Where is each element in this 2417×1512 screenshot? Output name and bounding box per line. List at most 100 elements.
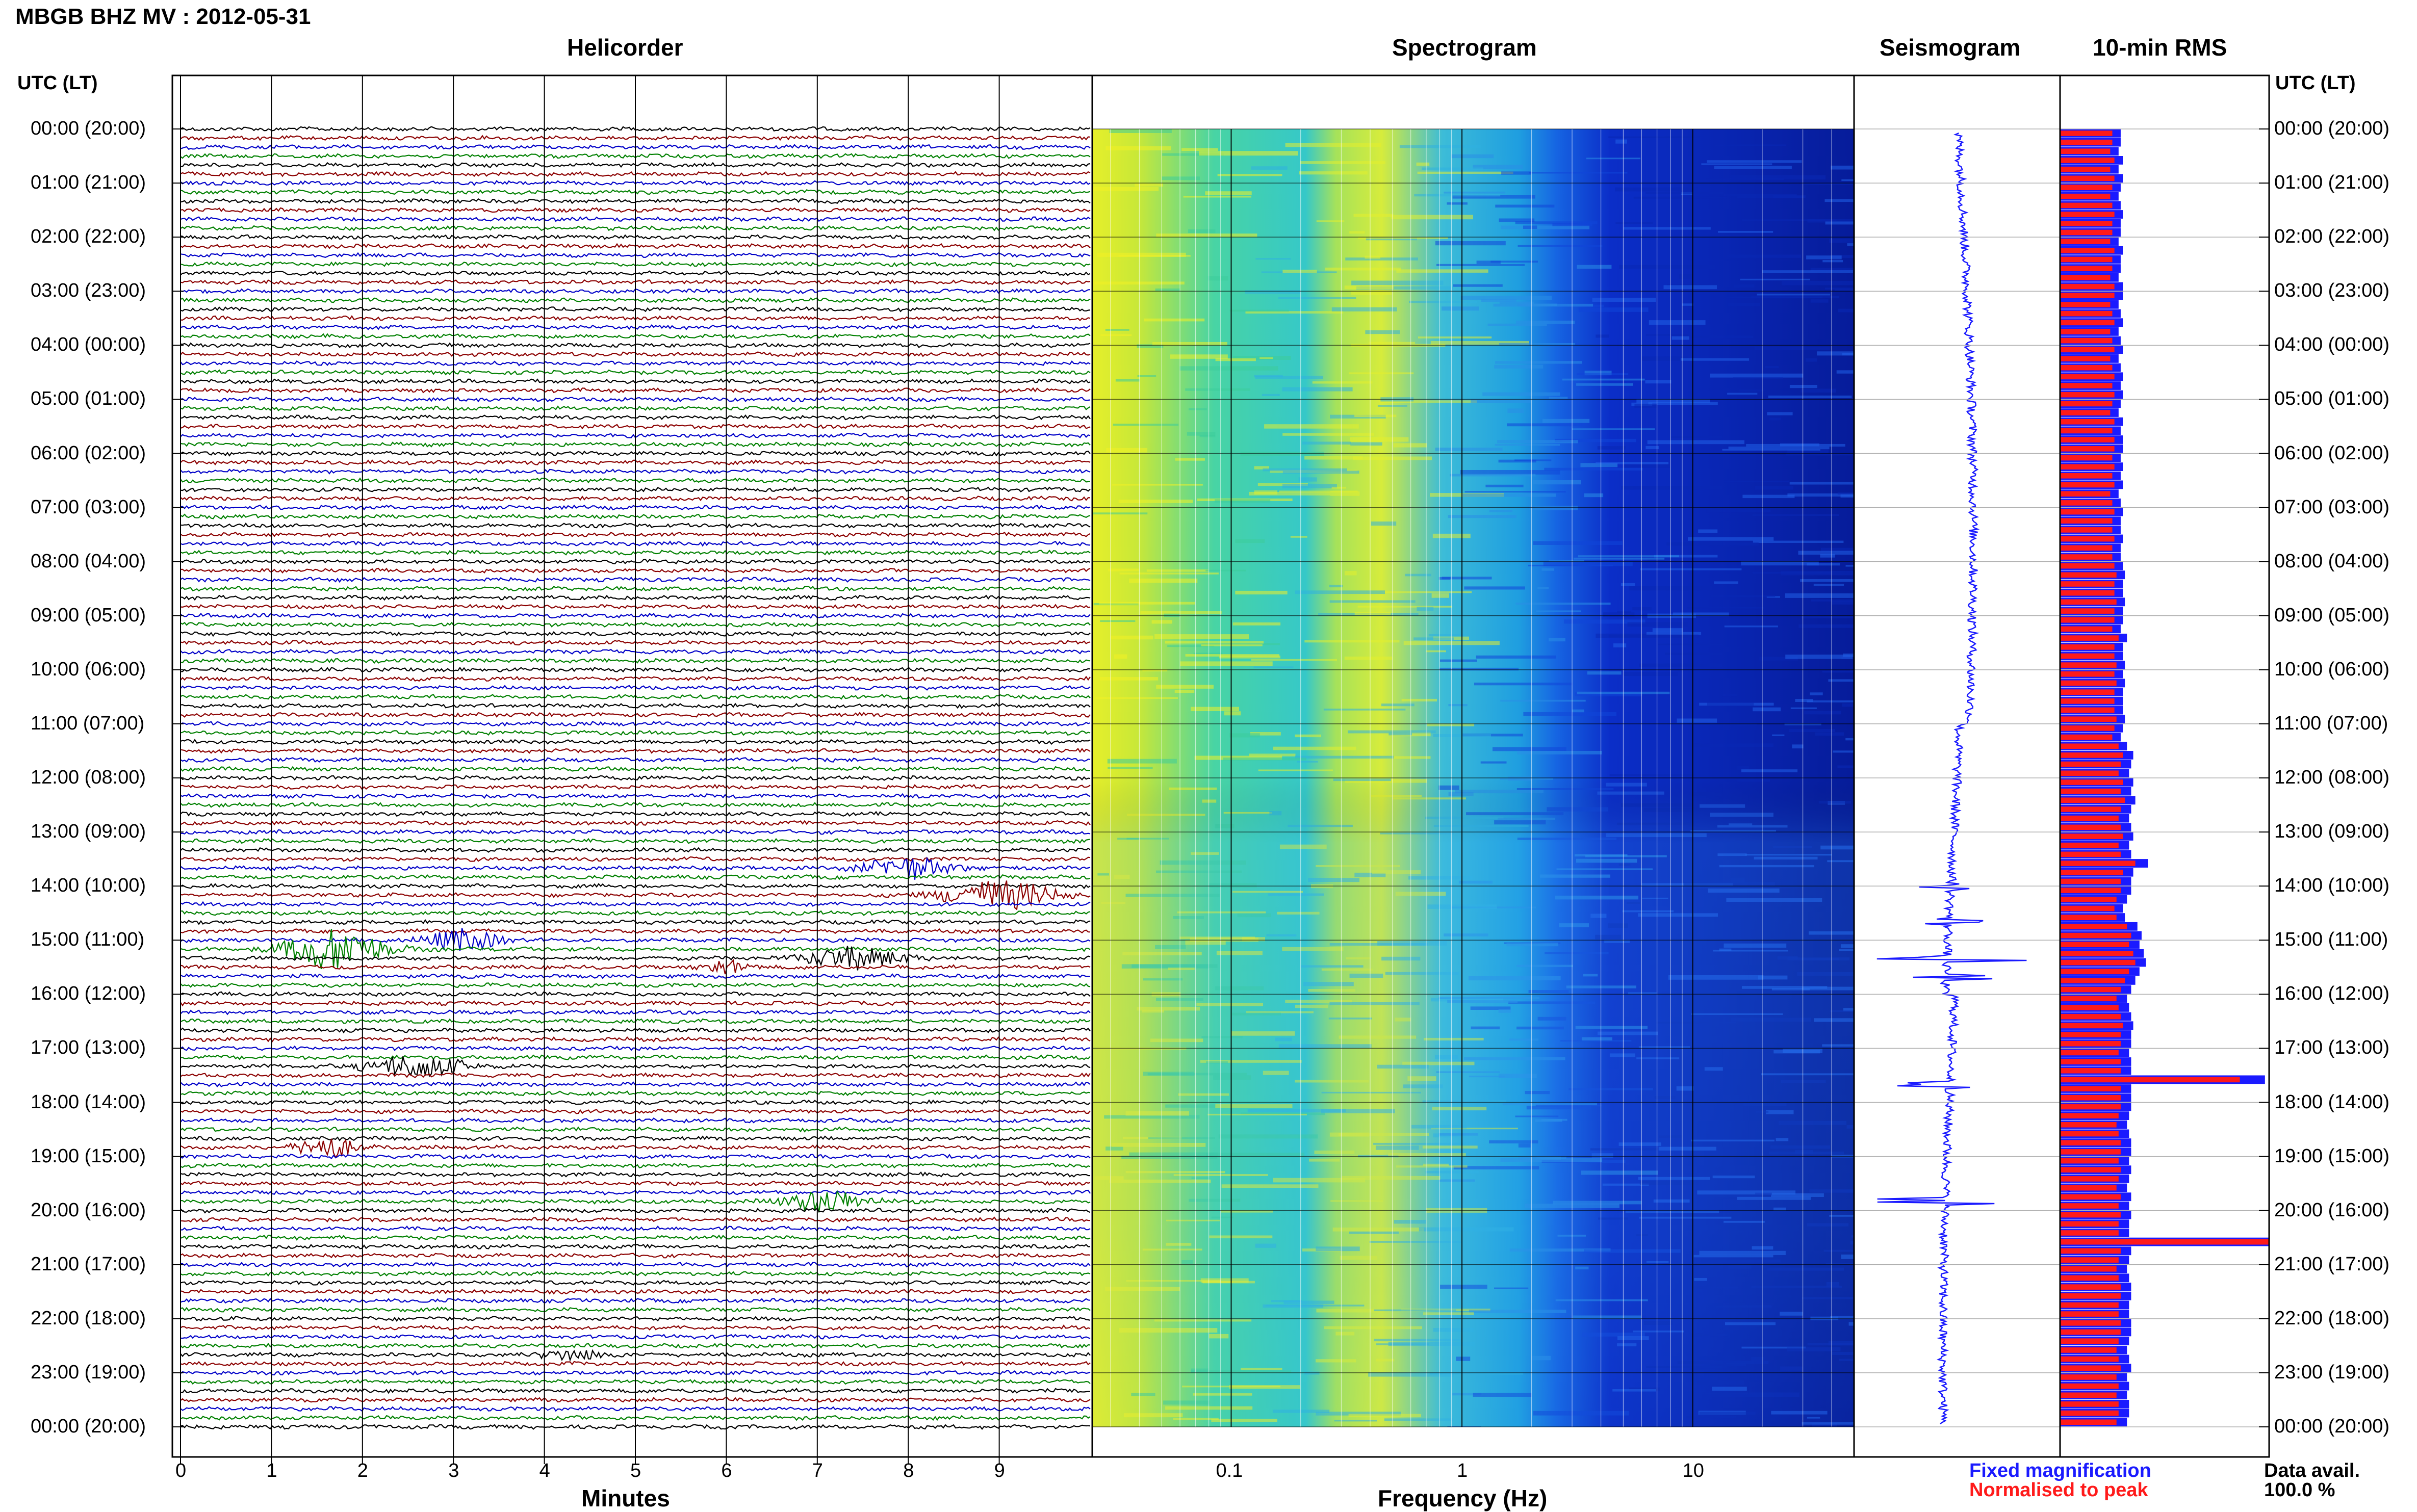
right-time-label: 00:00 (20:00) [2274,1416,2390,1437]
rms-bar-normalised [2060,491,2111,497]
rms-bar-normalised [2060,554,2113,560]
helicorder-header: Helicorder [567,34,683,61]
rms-bar-normalised [2060,1320,2121,1326]
rms-bar-normalised [2060,148,2111,154]
left-time-label: 19:00 (15:00) [31,1145,146,1167]
rms-bar-normalised [2060,1266,2117,1272]
right-time-label: 07:00 (03:00) [2274,496,2390,518]
rms-bar-normalised [2060,193,2111,199]
data-avail-label: Data avail. [2264,1460,2360,1481]
rms-bar-normalised [2060,851,2121,857]
seismogram-trace [1876,132,2027,1425]
rms-bar-normalised [2060,275,2111,280]
right-time-label: 09:00 (05:00) [2274,604,2390,626]
panel-frames [171,74,2270,1464]
rms-bar-normalised [2060,401,2113,407]
left-time-label: 21:00 (17:00) [31,1253,146,1275]
rms-bar-normalised [2060,1347,2117,1353]
rms-bar-normalised [2060,536,2115,542]
right-time-label: 16:00 (12:00) [2274,983,2390,1005]
rms-bar-normalised [2060,302,2111,307]
rms-bar-normalised [2060,1113,2119,1118]
rms-bar-normalised [2060,1013,2121,1020]
right-time-label: 22:00 (18:00) [2274,1307,2390,1329]
rms-bar-normalised [2060,806,2121,812]
minutes-tick-label: 1 [266,1460,277,1481]
legend-normalised: Normalised to peak [1969,1479,2148,1501]
rms-bar-normalised [2060,1374,2117,1380]
rms-bar-normalised [2060,770,2119,776]
left-time-label: 09:00 (05:00) [31,604,146,626]
rms-bar-normalised [2060,1293,2121,1299]
minutes-tick-label: 3 [448,1460,459,1481]
rms-bar-normalised [2060,1050,2119,1056]
rms-bar-normalised [2060,951,2133,956]
left-time-label: 20:00 (16:00) [31,1199,146,1221]
rms-bar-normalised [2060,779,2123,785]
rms-bar-normalised [2060,590,2115,596]
rms-bar-normalised [2060,320,2115,326]
rms-bar-normalised [2060,1275,2119,1281]
left-time-label: 15:00 (11:00) [31,929,145,951]
rms-bar-normalised [2060,131,2113,136]
rms-bar-normalised [2060,337,2113,344]
left-time-label: 00:00 (20:00) [31,1416,146,1437]
frequency-tick-label: 10 [1682,1460,1704,1481]
legend-fixed: Fixed magnification [1969,1460,2151,1481]
rms-bar-normalised [2060,383,2113,388]
rms-bar-normalised [2060,221,2113,226]
right-time-label: 10:00 (06:00) [2274,658,2390,680]
rms-bar-normalised [2060,572,2117,578]
page-title: MBGB BHZ MV : 2012-05-31 [15,4,311,29]
right-time-label: 19:00 (15:00) [2274,1145,2390,1167]
rms-bar-normalised [2060,419,2115,425]
rms-bar-normalised [2060,310,2113,317]
rms-bar-normalised [2060,752,2123,758]
right-axis-title: UTC (LT) [2275,72,2356,94]
rms-bar-normalised [2060,1068,2121,1074]
rms-bar-normalised [2060,644,2115,650]
rms-bar-normalised [2060,1104,2121,1110]
panel-frame [1853,74,2061,1458]
right-time-label: 12:00 (08:00) [2274,767,2390,788]
rms-bar-normalised [2060,185,2113,190]
left-time-label: 02:00 (22:00) [31,226,146,248]
right-time-label: 11:00 (07:00) [2274,712,2388,734]
rms-bar-normalised [2060,1284,2121,1290]
time-gridlines [172,128,2269,1427]
rms-bar-normalised [2060,626,2113,632]
rms-bar-normalised [2060,428,2113,434]
rms-bar-normalised [2060,897,2117,902]
rms-bar-normalised [2060,212,2115,217]
rms-bar-normalised [2060,239,2111,244]
rms-bar-normalised [2060,662,2117,668]
left-time-label: 05:00 (01:00) [31,388,146,410]
rms-bar-normalised [2060,1302,2119,1308]
rms-bar-normalised [2060,1167,2121,1172]
rms-bar-normalised [2060,888,2121,893]
rms-bar-normalised [2060,1239,2269,1245]
rms-bar-normalised [2060,166,2111,172]
rms-bar-normalised [2060,464,2115,470]
minutes-tick-label: 5 [630,1460,641,1481]
rms-bar-normalised [2060,1023,2123,1029]
rms-bar-normalised [2060,924,2127,929]
rms-bar-normalised [2060,1005,2119,1010]
rms-bar-normalised [2060,229,2113,236]
rms-bar-normalised [2060,1248,2121,1254]
rms-bar-normalised [2060,932,2131,939]
frequency-tick-label: 0.1 [1216,1460,1243,1481]
rms-bar-normalised [2060,905,2115,911]
rms-bar-normalised [2060,689,2115,695]
right-time-label: 14:00 (10:00) [2274,875,2390,897]
minutes-tick-label: 8 [903,1460,914,1481]
minutes-tick-label: 2 [357,1460,368,1481]
rms-bar-normalised [2060,509,2115,515]
rms-bar-normalised [2060,743,2119,749]
rms-bar-normalised [2060,797,2125,803]
rms-bar-normalised [2060,374,2115,380]
rms-bar-normalised [2060,1257,2119,1263]
right-time-label: 21:00 (17:00) [2274,1253,2390,1275]
rms-bar-normalised [2060,635,2119,641]
rms-bar-normalised [2060,815,2119,821]
